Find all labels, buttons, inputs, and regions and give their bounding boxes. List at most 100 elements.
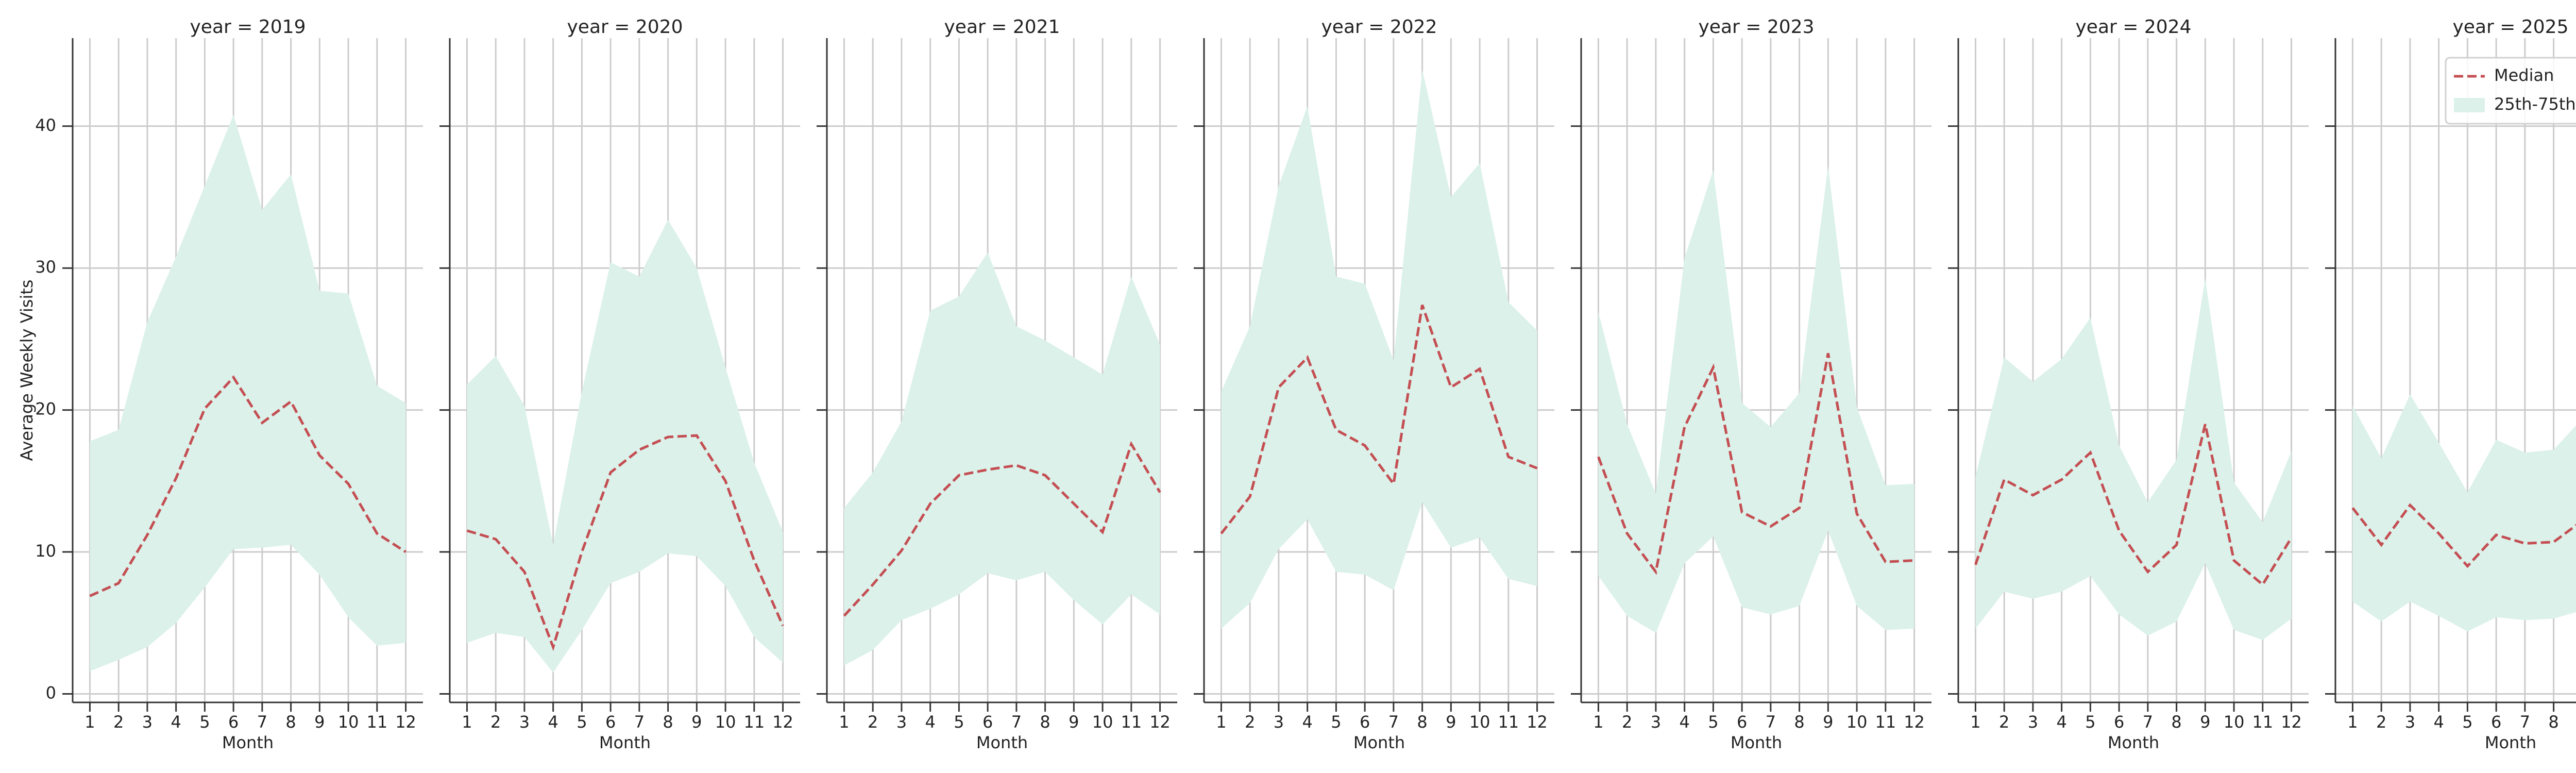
y-tick-label: 20 bbox=[35, 399, 56, 419]
x-tick-label: 12 bbox=[1527, 712, 1548, 732]
y-axis-label: Average Weekly Visits bbox=[17, 279, 37, 461]
x-tick-label: 4 bbox=[1302, 712, 1312, 732]
x-tick-label: 3 bbox=[2028, 712, 2038, 732]
x-tick-label: 3 bbox=[519, 712, 530, 732]
x-tick-label: 9 bbox=[314, 712, 325, 732]
y-tick-label: 40 bbox=[35, 115, 56, 135]
y-tick-label: 0 bbox=[46, 683, 56, 702]
x-tick-label: 2 bbox=[1245, 712, 1255, 732]
x-tick-label: 7 bbox=[1388, 712, 1399, 732]
median-line bbox=[89, 375, 406, 597]
x-tick-label: 9 bbox=[1069, 712, 1079, 732]
x-tick-label: 1 bbox=[2347, 712, 2358, 732]
x-tick-label: 6 bbox=[1360, 712, 1370, 732]
x-tick-label: 1 bbox=[1593, 712, 1603, 732]
x-tick-label: 5 bbox=[2462, 712, 2472, 732]
x-tick-label: 7 bbox=[2143, 712, 2153, 732]
x-tick-label: 1 bbox=[1216, 712, 1226, 732]
x-tick-label: 3 bbox=[896, 712, 907, 732]
x-tick-label: 9 bbox=[1823, 712, 1833, 732]
legend-label: Median bbox=[2494, 65, 2554, 85]
x-tick-label: 2 bbox=[1622, 712, 1632, 732]
x-tick-label: 5 bbox=[577, 712, 587, 732]
x-axis-label: Month bbox=[599, 733, 651, 752]
x-tick-label: 7 bbox=[2520, 712, 2530, 732]
percentile-band bbox=[90, 114, 406, 671]
x-tick-label: 8 bbox=[663, 712, 673, 732]
x-tick-label: 6 bbox=[2114, 712, 2124, 732]
x-tick-label: 2 bbox=[2376, 712, 2386, 732]
x-tick-label: 12 bbox=[1149, 712, 1171, 732]
x-tick-label: 2 bbox=[1999, 712, 2009, 732]
x-tick-label: 2 bbox=[868, 712, 878, 732]
median-line bbox=[1597, 352, 1914, 575]
facet-title: year = 2021 bbox=[944, 16, 1060, 38]
x-tick-label: 6 bbox=[2491, 712, 2501, 732]
x-tick-label: 1 bbox=[839, 712, 849, 732]
x-tick-label: 6 bbox=[1737, 712, 1747, 732]
x-axis-label: Month bbox=[1353, 733, 1405, 752]
facet-title: year = 2020 bbox=[567, 16, 683, 38]
x-tick-label: 7 bbox=[257, 712, 267, 732]
x-tick-label: 5 bbox=[1708, 712, 1718, 732]
x-tick-label: 6 bbox=[982, 712, 993, 732]
x-tick-label: 4 bbox=[548, 712, 558, 732]
x-axis-label: Month bbox=[1731, 733, 1782, 752]
median-line bbox=[2351, 503, 2576, 568]
percentile-band bbox=[1221, 69, 1537, 629]
x-tick-label: 7 bbox=[1011, 712, 1022, 732]
x-tick-label: 11 bbox=[1875, 712, 1896, 732]
percentile-band bbox=[1598, 165, 1914, 633]
x-tick-label: 8 bbox=[285, 712, 296, 732]
legend-label: 25th-75th Percentile bbox=[2494, 94, 2576, 114]
y-tick-label: 30 bbox=[35, 257, 56, 277]
x-tick-label: 3 bbox=[1651, 712, 1661, 732]
x-axis-label: Month bbox=[976, 733, 1028, 752]
x-tick-label: 1 bbox=[462, 712, 472, 732]
x-tick-label: 3 bbox=[2405, 712, 2415, 732]
x-tick-label: 4 bbox=[925, 712, 935, 732]
x-tick-label: 12 bbox=[772, 712, 793, 732]
x-tick-label: 7 bbox=[1766, 712, 1776, 732]
median-line bbox=[1220, 304, 1538, 534]
facet: year = 2025123456789101112MonthMedian25t… bbox=[2325, 16, 2576, 752]
median-line bbox=[466, 434, 784, 651]
median-line bbox=[1974, 424, 2293, 587]
facet-title: year = 2024 bbox=[2076, 16, 2192, 38]
x-tick-label: 12 bbox=[395, 712, 416, 732]
percentile-band bbox=[2352, 394, 2576, 632]
x-tick-label: 8 bbox=[1794, 712, 1804, 732]
x-tick-label: 1 bbox=[84, 712, 95, 732]
x-tick-label: 10 bbox=[1846, 712, 1868, 732]
legend: Median 25th-75th Percentile bbox=[2445, 57, 2576, 125]
x-axis-label: Month bbox=[2108, 733, 2159, 752]
facet-title: year = 2025 bbox=[2453, 16, 2569, 38]
x-tick-label: 8 bbox=[1040, 712, 1050, 732]
percentile-band bbox=[1975, 278, 2292, 640]
x-tick-label: 10 bbox=[1469, 712, 1490, 732]
x-tick-label: 5 bbox=[1331, 712, 1341, 732]
x-tick-label: 8 bbox=[2171, 712, 2181, 732]
x-tick-label: 12 bbox=[2281, 712, 2302, 732]
x-tick-label: 11 bbox=[743, 712, 765, 732]
x-tick-label: 1 bbox=[1970, 712, 1980, 732]
x-tick-label: 4 bbox=[1679, 712, 1689, 732]
x-tick-label: 7 bbox=[634, 712, 645, 732]
x-tick-label: 4 bbox=[2056, 712, 2066, 732]
x-axis-label: Month bbox=[2485, 733, 2536, 752]
x-tick-label: 10 bbox=[715, 712, 736, 732]
x-tick-label: 11 bbox=[1498, 712, 1519, 732]
x-tick-label: 5 bbox=[2085, 712, 2095, 732]
y-tick-label: 10 bbox=[35, 541, 56, 561]
x-tick-label: 2 bbox=[490, 712, 501, 732]
x-tick-label: 9 bbox=[691, 712, 702, 732]
x-tick-label: 10 bbox=[2224, 712, 2245, 732]
x-tick-label: 5 bbox=[954, 712, 964, 732]
percentile-band bbox=[844, 252, 1160, 666]
facet-title: year = 2022 bbox=[1321, 16, 1437, 38]
x-tick-label: 9 bbox=[2200, 712, 2210, 732]
